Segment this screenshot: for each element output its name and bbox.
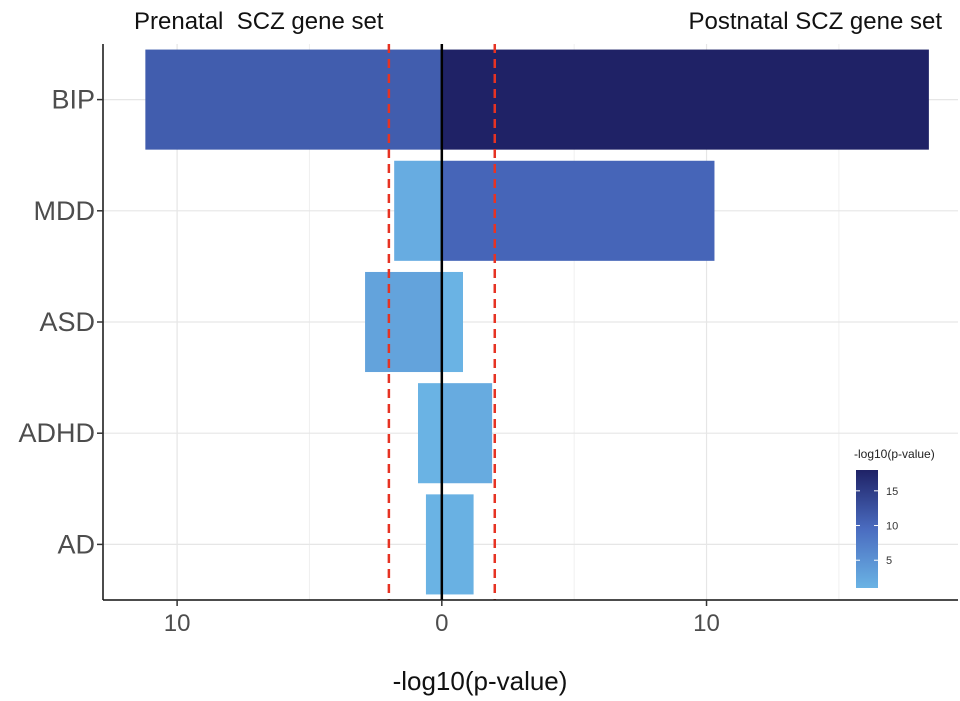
bar-postnatal-adhd	[441, 383, 493, 484]
y-tick-label: ASD	[39, 307, 95, 337]
x-tick-label: 0	[435, 610, 448, 637]
legend-colorbar	[856, 470, 878, 588]
bar-postnatal-mdd	[441, 160, 715, 261]
bar-prenatal-mdd	[394, 160, 442, 261]
x-tick-label: 10	[164, 610, 191, 637]
legend-title: -log10(p-value)	[854, 447, 935, 461]
bar-postnatal-asd	[441, 271, 463, 373]
bar-prenatal-asd	[365, 271, 442, 373]
legend-tick-label: 5	[886, 555, 892, 567]
bar-postnatal-bip	[441, 49, 929, 150]
x-axis-title: -log10(p-value)	[392, 666, 568, 696]
y-tick-label: AD	[57, 529, 95, 559]
legend-tick-label: 10	[886, 521, 898, 533]
bar-prenatal-bip	[145, 49, 442, 150]
y-tick-label: BIP	[51, 85, 95, 115]
bar-postnatal-ad	[441, 494, 474, 595]
postnatal-header: Postnatal SCZ gene set	[688, 8, 942, 35]
prenatal-header: Prenatal SCZ gene set	[134, 8, 384, 35]
bar-prenatal-ad	[425, 494, 442, 595]
legend-tick-label: 15	[886, 486, 898, 498]
y-tick-label: MDD	[34, 196, 96, 226]
x-tick-label: 10	[693, 610, 720, 637]
bar-prenatal-adhd	[418, 383, 442, 484]
y-tick-label: ADHD	[18, 418, 95, 448]
